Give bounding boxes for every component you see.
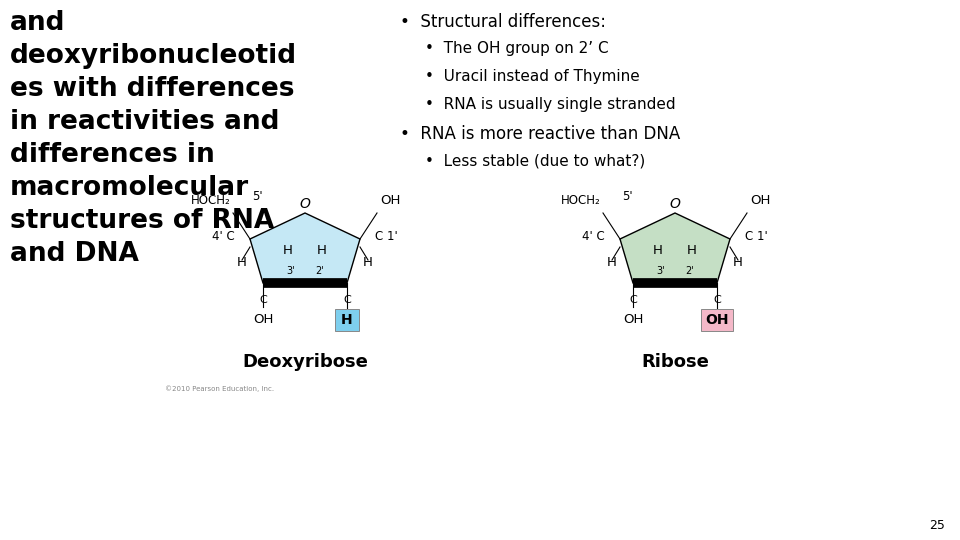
Text: differences in: differences in: [10, 142, 215, 168]
Text: Deoxyribose: Deoxyribose: [242, 353, 368, 371]
Text: H: H: [733, 256, 743, 269]
Text: Ribose: Ribose: [641, 353, 708, 371]
Text: C: C: [259, 295, 267, 305]
Text: OH: OH: [750, 194, 770, 207]
Text: and: and: [10, 10, 65, 36]
Text: C 1': C 1': [745, 231, 768, 244]
Text: 3': 3': [286, 266, 295, 276]
Text: and DNA: and DNA: [10, 241, 139, 267]
Text: •  Less stable (due to what?): • Less stable (due to what?): [425, 153, 645, 168]
Text: ©2010 Pearson Education, Inc.: ©2010 Pearson Education, Inc.: [165, 385, 275, 392]
Text: O: O: [669, 197, 681, 211]
Text: HOCH₂: HOCH₂: [562, 194, 601, 207]
Text: OH: OH: [252, 313, 274, 326]
Text: OH: OH: [623, 313, 643, 326]
Text: H: H: [317, 245, 327, 258]
Text: macromolecular: macromolecular: [10, 175, 250, 201]
Text: 5': 5': [622, 191, 633, 204]
Text: 4' C: 4' C: [583, 231, 605, 244]
Text: •  RNA is usually single stranded: • RNA is usually single stranded: [425, 97, 676, 112]
Text: •  Structural differences:: • Structural differences:: [400, 13, 606, 31]
Text: in reactivities and: in reactivities and: [10, 109, 279, 135]
Text: C: C: [713, 295, 721, 305]
Text: 4' C: 4' C: [212, 231, 235, 244]
Text: •  Uracil instead of Thymine: • Uracil instead of Thymine: [425, 69, 639, 84]
Text: H: H: [653, 245, 663, 258]
Text: OH: OH: [706, 313, 729, 327]
FancyBboxPatch shape: [335, 309, 359, 331]
Polygon shape: [250, 213, 360, 283]
Text: C: C: [629, 295, 636, 305]
Text: 2': 2': [315, 266, 324, 276]
FancyBboxPatch shape: [701, 309, 733, 331]
Text: H: H: [341, 313, 353, 327]
Text: H: H: [237, 256, 247, 269]
Text: H: H: [607, 256, 617, 269]
Text: deoxyribonucleotid: deoxyribonucleotid: [10, 43, 298, 69]
Text: H: H: [687, 245, 697, 258]
Polygon shape: [620, 213, 730, 283]
Text: C 1': C 1': [375, 231, 397, 244]
Text: O: O: [300, 197, 310, 211]
Text: 25: 25: [929, 519, 945, 532]
Text: •  RNA is more reactive than DNA: • RNA is more reactive than DNA: [400, 125, 681, 143]
Text: C: C: [343, 295, 350, 305]
Text: 2': 2': [685, 266, 694, 276]
Text: H: H: [283, 245, 293, 258]
Text: es with differences: es with differences: [10, 76, 295, 102]
Text: •  The OH group on 2’ C: • The OH group on 2’ C: [425, 41, 609, 56]
Text: 3': 3': [657, 266, 665, 276]
Text: H: H: [363, 256, 372, 269]
Text: OH: OH: [380, 194, 400, 207]
Text: structures of RNA: structures of RNA: [10, 208, 275, 234]
Text: HOCH₂: HOCH₂: [191, 194, 231, 207]
Text: 5': 5': [252, 191, 262, 204]
